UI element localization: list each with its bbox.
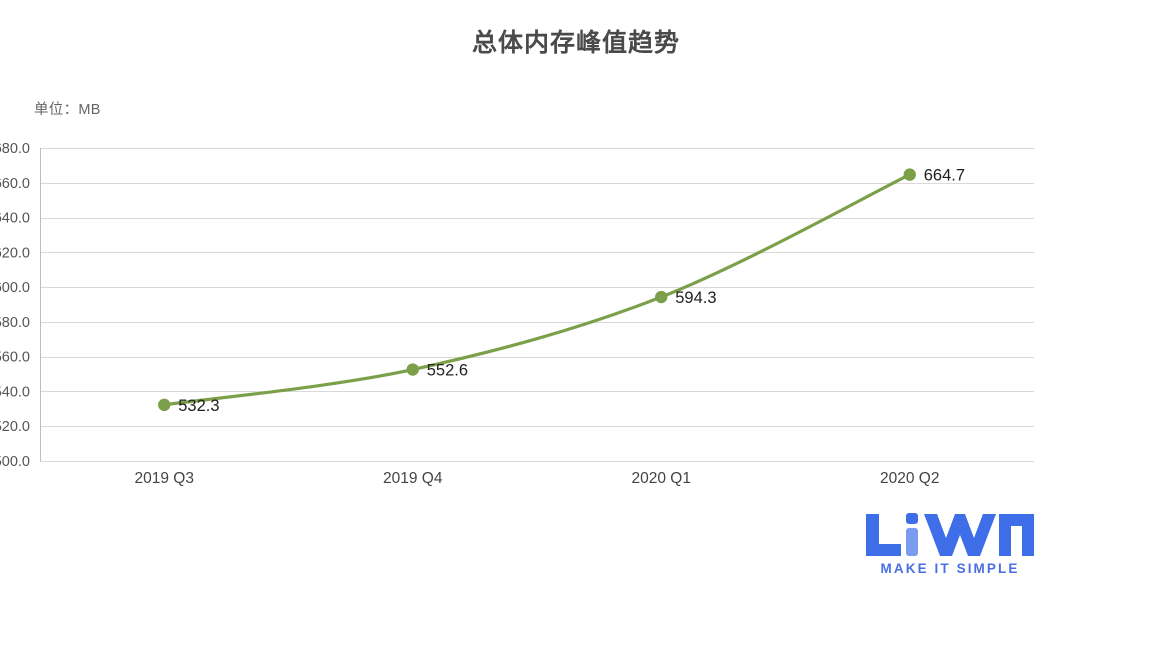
data-point-label: 532.3 [178, 397, 219, 415]
y-tick-label: 680.0 [0, 141, 30, 157]
y-tick-labels: 680.0 660.0 640.0 620.0 600.0 580.0 560.0 540.0… [0, 141, 30, 470]
y-tick-label: 500.0 [0, 454, 30, 470]
y-tick-label: 640.0 [0, 211, 30, 227]
y-tick-label: 560.0 [0, 350, 30, 366]
data-point-label: 594.3 [675, 289, 716, 307]
liwa-logo-icon [866, 513, 1034, 556]
x-category-label: 2019 Q3 [135, 470, 194, 487]
y-tick-label: 600.0 [0, 280, 30, 296]
series-markers [158, 168, 916, 412]
logo-tagline: MAKE IT SIMPLE [880, 561, 1020, 576]
data-point-marker[interactable] [406, 363, 419, 376]
series-line [162, 173, 912, 407]
series-value-labels: 532.3 552.6 594.3 664.7 [178, 167, 965, 415]
gridlines [40, 148, 1034, 462]
data-point-label: 664.7 [924, 167, 965, 185]
y-tick-label: 580.0 [0, 315, 30, 331]
unit-label: 单位：MB [34, 102, 101, 118]
x-category-label: 2020 Q2 [880, 470, 939, 487]
data-point-label: 552.6 [427, 362, 468, 380]
x-category-label: 2020 Q1 [632, 470, 691, 487]
data-point-marker[interactable] [655, 290, 668, 304]
page-title: 总体内存峰值趋势 [471, 29, 680, 57]
y-tick-label: 660.0 [0, 176, 30, 192]
x-category-labels: 2019 Q3 2019 Q4 2020 Q1 2020 Q2 [135, 470, 940, 487]
series-line-group [162, 173, 912, 407]
x-category-label: 2019 Q4 [383, 470, 443, 487]
y-tick-label: 620.0 [0, 245, 30, 261]
data-point-marker[interactable] [158, 398, 171, 412]
data-point-marker[interactable] [903, 168, 916, 181]
y-tick-label: 540.0 [0, 384, 30, 400]
y-tick-label: 520.0 [0, 419, 30, 435]
brand-logo: MAKE IT SIMPLE [862, 508, 1038, 584]
